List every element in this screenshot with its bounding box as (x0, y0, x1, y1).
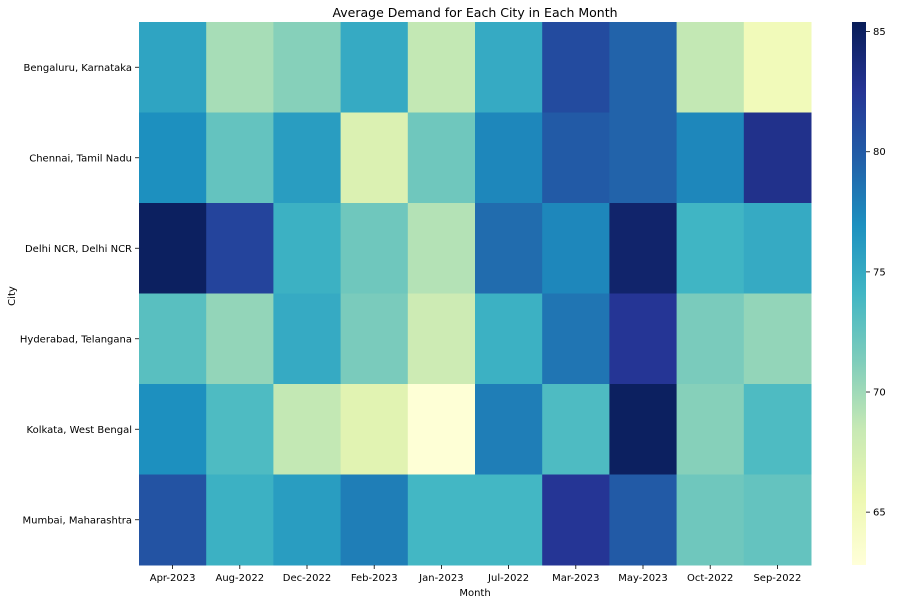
x-tick-label: Apr-2023 (150, 573, 196, 584)
heatmap-cell (676, 203, 745, 294)
heatmap-cell (340, 474, 409, 566)
colorbar-tick-label: 75 (873, 267, 886, 278)
heatmap-cell (542, 293, 610, 385)
colorbar-tick-label: 70 (873, 388, 886, 399)
heatmap-cell (273, 112, 342, 204)
heatmap-cell (340, 22, 409, 113)
heatmap-cell (206, 22, 274, 113)
heatmap-cell (139, 22, 207, 113)
heatmap-cell (407, 293, 476, 385)
heatmap-cell (743, 203, 812, 294)
heatmap-cell (206, 293, 274, 385)
heatmap-cell (676, 293, 745, 385)
heatmap-cell (273, 293, 342, 385)
x-tick-label: Oct-2022 (687, 573, 733, 584)
x-tick-label: Dec-2022 (283, 573, 331, 584)
heatmap-cell (340, 293, 409, 385)
colorbar (852, 22, 866, 565)
heatmap-cell (743, 112, 812, 204)
x-tick-label: Jan-2023 (418, 573, 463, 584)
heatmap-cell (609, 112, 678, 204)
colorbar-ticks: 65 70 75 80 85 (866, 27, 886, 519)
heatmap-cell (542, 112, 610, 204)
y-tick-label: Delhi NCR, Delhi NCR (25, 244, 132, 255)
heatmap-cell (542, 22, 610, 113)
y-tick-label: Mumbai, Maharashtra (23, 515, 133, 526)
heatmap-cell (139, 203, 207, 294)
heatmap-cell (475, 22, 543, 113)
colorbar-tick-label: 85 (873, 27, 886, 38)
heatmap-cell (407, 474, 476, 566)
heatmap-cell (206, 474, 274, 566)
heatmap-cell (139, 112, 207, 204)
heatmap-cell (340, 203, 409, 294)
x-axis-ticks: Apr-2023 Aug-2022 Dec-2022 Feb-2023 Jan-2023… (150, 565, 801, 584)
x-tick-label: Aug-2022 (216, 573, 265, 584)
heatmap-cell (407, 203, 476, 294)
chart-title: Average Demand for Each City in Each Mon… (332, 5, 617, 20)
y-tick-label: Chennai, Tamil Nadu (29, 153, 132, 164)
heatmap-cell (542, 474, 610, 566)
heatmap-cell (273, 22, 342, 113)
heatmap-cell (743, 22, 812, 113)
heatmap-cell (475, 293, 543, 385)
heatmap-cells (139, 22, 812, 566)
x-tick-label: May-2023 (618, 573, 668, 584)
heatmap-cell (273, 474, 342, 566)
y-tick-label: Bengaluru, Karnataka (24, 63, 132, 74)
heatmap-cell (475, 112, 543, 204)
heatmap-cell (542, 203, 610, 294)
x-tick-label: Feb-2023 (351, 573, 398, 584)
x-tick-label: Sep-2022 (753, 573, 801, 584)
heatmap-cell (407, 22, 476, 113)
heatmap-cell (676, 22, 745, 113)
heatmap-cell (676, 474, 745, 566)
heatmap-cell (139, 474, 207, 566)
heatmap-cell (609, 474, 678, 566)
heatmap-cell (340, 112, 409, 204)
y-axis-ticks: Bengaluru, Karnataka Chennai, Tamil Nadu D… (20, 63, 139, 526)
heatmap-cell (273, 203, 342, 294)
heatmap-cell (609, 293, 678, 385)
heatmap-cell (206, 112, 274, 204)
heatmap-cell (206, 203, 274, 294)
heatmap-cell (139, 293, 207, 385)
heatmap-cell (407, 112, 476, 204)
heatmap-cell (743, 293, 812, 385)
y-axis-label: City (7, 286, 18, 306)
heatmap-cell (475, 384, 543, 475)
heatmap-cell (340, 384, 409, 475)
heatmap-cell (542, 384, 610, 475)
x-tick-label: Mar-2023 (552, 573, 599, 584)
colorbar-tick-label: 65 (873, 508, 886, 519)
heatmap-cell (676, 384, 745, 475)
heatmap-cell (206, 384, 274, 475)
heatmap-cell (609, 203, 678, 294)
x-tick-label: Jul-2022 (487, 573, 529, 584)
heatmap-cell (475, 474, 543, 566)
heatmap-cell (273, 384, 342, 475)
heatmap-cell (139, 384, 207, 475)
y-tick-label: Kolkata, West Bengal (27, 425, 132, 436)
colorbar-tick-label: 80 (873, 147, 886, 158)
x-axis-label: Month (459, 588, 490, 599)
y-tick-label: Hyderabad, Telangana (20, 334, 132, 345)
heatmap-cell (676, 112, 745, 204)
heatmap-cell (743, 474, 812, 566)
heatmap-cell (609, 384, 678, 475)
heatmap-cell (609, 22, 678, 113)
heatmap-cell (407, 384, 476, 475)
heatmap-cell (743, 384, 812, 475)
heatmap-cell (475, 203, 543, 294)
